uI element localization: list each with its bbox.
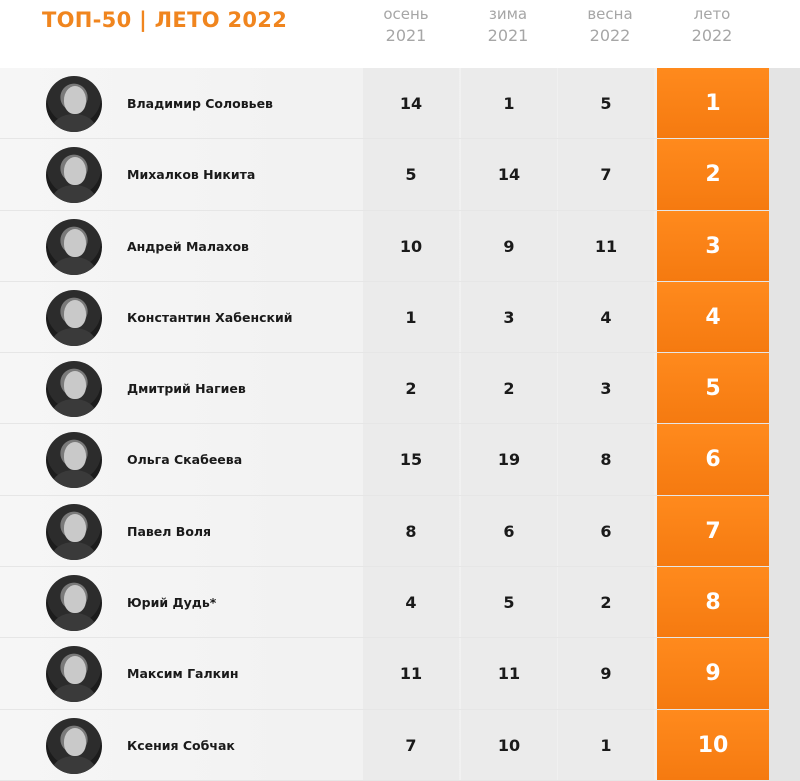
person-name: Ольга Скабеева <box>127 452 243 468</box>
rank-autumn-2021: 8 <box>363 495 459 567</box>
rank-winter-2021: 10 <box>461 709 557 780</box>
rank-autumn-2021: 5 <box>363 139 459 210</box>
rank-autumn-2021: 4 <box>363 567 459 638</box>
rank-summer-2022: 5 <box>657 353 769 424</box>
rank-winter-2021: 19 <box>461 424 557 495</box>
page-title: ТОП-50 | ЛЕТО 2022 <box>42 8 288 32</box>
rank-winter-2021: 9 <box>461 210 557 281</box>
rank-spring-2022: 9 <box>558 638 654 709</box>
rank-autumn-2021: 2 <box>363 353 459 424</box>
column-header-autumn-2021: осень 2021 <box>351 4 461 46</box>
column-season: осень <box>383 5 429 23</box>
person-name: Юрий Дудь* <box>127 595 217 611</box>
table-row: Ольга Скабеева 15 19 8 6 <box>0 424 769 496</box>
column-season: лето <box>693 5 731 23</box>
person-name: Павел Воля <box>127 523 212 539</box>
table-row: Константин Хабенский 1 3 4 4 <box>0 281 769 354</box>
person-name: Владимир Соловьев <box>127 96 273 111</box>
person-name: Дмитрий Нагиев <box>127 381 246 397</box>
rank-summer-2022: 6 <box>657 424 769 495</box>
rank-summer-2022: 8 <box>657 567 769 638</box>
rank-spring-2022: 8 <box>558 424 654 495</box>
rank-spring-2022: 6 <box>558 495 654 567</box>
table-row: Ксения Собчак 7 10 1 10 <box>0 709 769 781</box>
rank-autumn-2021: 14 <box>363 68 459 139</box>
column-header-winter-2021: зима 2021 <box>453 4 563 46</box>
person-name: Андрей Малахов <box>127 238 249 254</box>
rank-winter-2021: 5 <box>461 567 557 638</box>
column-season: весна <box>587 5 633 23</box>
column-header-spring-2022: весна 2022 <box>555 4 665 46</box>
table-row: Михалков Никита 5 14 7 2 <box>0 139 769 211</box>
rank-winter-2021: 14 <box>461 139 557 210</box>
rank-summer-2022: 2 <box>657 139 769 210</box>
rank-autumn-2021: 10 <box>363 210 459 281</box>
avatar <box>46 147 102 204</box>
avatar <box>46 76 102 132</box>
rank-autumn-2021: 1 <box>363 281 459 353</box>
person-name: Михалков Никита <box>127 167 256 183</box>
person-name: Константин Хабенский <box>127 309 293 325</box>
rank-winter-2021: 3 <box>461 281 557 353</box>
rank-spring-2022: 4 <box>558 281 654 353</box>
rank-winter-2021: 11 <box>461 638 557 709</box>
rank-spring-2022: 3 <box>558 353 654 424</box>
rank-summer-2022: 3 <box>657 210 769 281</box>
rank-summer-2022: 9 <box>657 638 769 709</box>
rank-spring-2022: 5 <box>558 68 654 139</box>
table-row: Андрей Малахов 10 9 11 3 <box>0 210 769 282</box>
rank-autumn-2021: 7 <box>363 709 459 780</box>
rank-winter-2021: 1 <box>461 68 557 139</box>
right-edge-strip <box>769 68 800 781</box>
rank-summer-2022: 4 <box>657 281 769 353</box>
avatar <box>46 575 102 632</box>
column-header-summer-2022: лето 2022 <box>657 4 767 46</box>
avatar <box>46 432 102 489</box>
rank-summer-2022: 7 <box>657 495 769 567</box>
column-season: зима <box>488 5 528 23</box>
avatar <box>46 646 102 703</box>
rank-spring-2022: 11 <box>558 210 654 281</box>
rank-winter-2021: 2 <box>461 353 557 424</box>
person-name: Ксения Собчак <box>127 737 235 753</box>
column-year: 2021 <box>385 26 427 45</box>
column-year: 2021 <box>487 26 529 45</box>
rank-summer-2022: 10 <box>657 709 769 780</box>
rank-autumn-2021: 15 <box>363 424 459 495</box>
table-row: Максим Галкин 11 11 9 9 <box>0 638 769 710</box>
avatar <box>46 361 102 418</box>
column-year: 2022 <box>589 26 631 45</box>
rank-spring-2022: 2 <box>558 567 654 638</box>
table-row: Дмитрий Нагиев 2 2 3 5 <box>0 353 769 425</box>
table-row: Юрий Дудь* 4 5 2 8 <box>0 567 769 639</box>
avatar <box>46 717 102 774</box>
column-year: 2022 <box>691 26 733 45</box>
rank-spring-2022: 1 <box>558 709 654 780</box>
rank-summer-2022: 1 <box>657 68 769 139</box>
person-name: Максим Галкин <box>127 666 239 682</box>
rank-winter-2021: 6 <box>461 495 557 567</box>
table-row: Павел Воля 8 6 6 7 <box>0 495 769 568</box>
avatar <box>46 289 102 346</box>
rank-autumn-2021: 11 <box>363 638 459 709</box>
ranking-table: Владимир Соловьев 14 1 5 1 Михалков Ники… <box>0 68 769 781</box>
avatar <box>46 218 102 275</box>
avatar <box>46 503 102 560</box>
table-row: Владимир Соловьев 14 1 5 1 <box>0 68 769 140</box>
rank-spring-2022: 7 <box>558 139 654 210</box>
